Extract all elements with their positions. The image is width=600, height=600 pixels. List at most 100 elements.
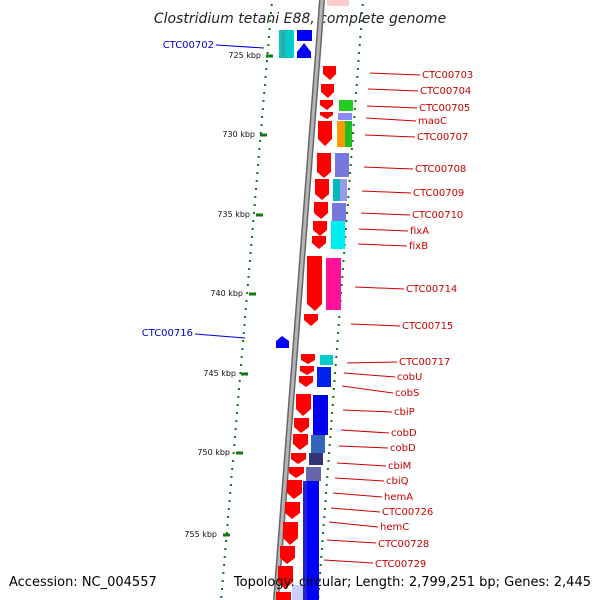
track-dot-right <box>346 204 349 206</box>
svg-text:hemA: hemA <box>384 492 413 503</box>
gene-label-cobs[interactable]: cobS <box>341 385 419 399</box>
gene-label-ctc00702[interactable]: CTC00702 <box>163 40 265 51</box>
gene-label-ctc00726[interactable]: CTC00726 <box>330 507 433 518</box>
gene-label-ctc00708[interactable]: CTC00708 <box>363 164 466 175</box>
left-labels: CTC00702 CTC00716 <box>142 40 265 339</box>
track-dot-right <box>361 12 364 14</box>
track-dot-right <box>358 52 361 54</box>
track-dot-right <box>342 260 345 262</box>
track-dot-left <box>250 236 253 238</box>
gene-label-maoc[interactable]: maoC <box>365 116 447 127</box>
track-dot-right <box>331 412 334 414</box>
gene-label-ctc00728[interactable]: CTC00728 <box>326 539 429 550</box>
track-dot-left <box>269 20 272 22</box>
track-dot-right <box>325 484 328 486</box>
track-dot-left <box>227 508 230 510</box>
track-dot-right <box>355 92 358 94</box>
track-dot-left <box>261 116 264 118</box>
gene-label-cobd-1[interactable]: cobD <box>340 428 417 439</box>
svg-text:cbiP: cbiP <box>394 407 415 418</box>
tick-745: 745 kbp <box>203 369 248 378</box>
track-dot-right <box>343 252 346 254</box>
track-dot-right <box>355 84 358 86</box>
track-dot-left <box>263 84 266 86</box>
svg-text:CTC00705: CTC00705 <box>419 103 470 114</box>
gene-label-cobu[interactable]: cobU <box>343 372 422 383</box>
outer-track-left <box>220 4 273 598</box>
gene-label-ctc00717[interactable]: CTC00717 <box>346 357 450 368</box>
svg-text:CTC00714: CTC00714 <box>406 284 457 295</box>
track-dot-left <box>235 420 238 422</box>
track-dot-right <box>349 172 352 174</box>
svg-text:740 kbp: 740 kbp <box>210 289 243 298</box>
svg-text:cobS: cobS <box>395 388 419 399</box>
svg-text:735 kbp: 735 kbp <box>217 210 250 219</box>
track-dot-right <box>345 220 348 222</box>
gene-label-ctc00729[interactable]: CTC00729 <box>323 559 426 570</box>
track-dot-right <box>323 516 326 518</box>
track-dot-left <box>226 524 229 526</box>
gene-label-ctc00704[interactable]: CTC00704 <box>367 86 471 97</box>
track-dot-right <box>332 388 335 390</box>
track-dot-right <box>348 180 351 182</box>
gene-label-cobd-2[interactable]: cobD <box>338 443 416 454</box>
accession-text: Accession: NC_004557 <box>9 575 157 590</box>
forward-strand-genes <box>276 66 336 600</box>
gene-label-fixb[interactable]: fixB <box>357 241 428 252</box>
svg-text:cbiQ: cbiQ <box>386 476 409 487</box>
track-dot-left <box>231 460 234 462</box>
svg-text:fixB: fixB <box>409 241 428 252</box>
track-dot-left <box>225 532 228 534</box>
track-dot-right <box>333 380 336 382</box>
track-dot-left <box>221 588 223 590</box>
track-dot-right <box>335 356 338 358</box>
track-dot-left <box>244 316 247 318</box>
track-dot-left <box>245 300 248 302</box>
svg-text:CTC00716: CTC00716 <box>142 328 193 339</box>
track-dot-right <box>322 524 325 526</box>
track-dot-left <box>256 172 259 174</box>
gene-label-ctc00709[interactable]: CTC00709 <box>361 188 464 199</box>
track-dot-left <box>241 348 244 350</box>
gene-label-ctc00705[interactable]: CTC00705 <box>366 103 470 114</box>
track-dot-right <box>319 564 322 566</box>
track-dot-right <box>329 428 332 430</box>
track-dot-left <box>265 68 268 70</box>
gene-label-ctc00715[interactable]: CTC00715 <box>350 321 453 332</box>
svg-text:cbiM: cbiM <box>388 461 411 472</box>
reverse-strand-genes <box>276 30 312 348</box>
track-dot-right <box>330 420 333 422</box>
gene-label-ctc00703[interactable]: CTC00703 <box>369 70 473 81</box>
svg-text:730 kbp: 730 kbp <box>222 130 255 139</box>
svg-text:CTC00729: CTC00729 <box>375 559 426 570</box>
gene-label-ctc00707[interactable]: CTC00707 <box>364 132 468 143</box>
track-dot-left <box>263 92 266 94</box>
track-dot-left <box>221 580 224 582</box>
track-dot-left <box>230 476 233 478</box>
gene-label-fixa[interactable]: fixA <box>358 226 429 237</box>
svg-text:cobU: cobU <box>397 372 422 383</box>
gene-label-hema[interactable]: hemA <box>332 492 413 503</box>
gene-label-ctc00710[interactable]: CTC00710 <box>360 210 463 221</box>
gene-label-cbiq[interactable]: cbiQ <box>334 476 409 487</box>
gene-label-cbip[interactable]: cbiP <box>342 407 415 418</box>
svg-text:CTC00715: CTC00715 <box>402 321 453 332</box>
tick-735: 735 kbp <box>217 210 263 219</box>
track-dot-right <box>337 324 340 326</box>
gene-label-ctc00716[interactable]: CTC00716 <box>142 328 246 339</box>
feature-track <box>303 100 353 600</box>
track-dot-right <box>321 540 324 542</box>
track-dot-left <box>233 436 236 438</box>
tick-755: 755 kbp <box>184 530 230 539</box>
track-dot-right <box>347 188 350 190</box>
gene-label-hemc[interactable]: hemC <box>328 521 409 533</box>
track-dot-right <box>358 44 361 46</box>
track-dot-right <box>318 580 321 582</box>
track-dot-right <box>341 276 344 278</box>
track-dot-left <box>249 252 252 254</box>
gene-label-cbim[interactable]: cbiM <box>336 461 411 472</box>
track-dot-right <box>359 36 362 38</box>
gene-label-ctc00714[interactable]: CTC00714 <box>354 284 457 295</box>
svg-text:CTC00726: CTC00726 <box>382 507 433 518</box>
